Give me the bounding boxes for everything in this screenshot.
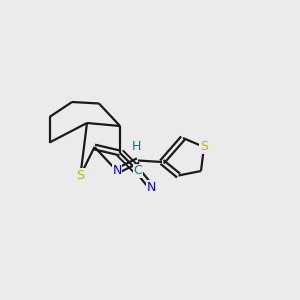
Text: S: S [200,140,208,154]
Text: H: H [132,140,141,154]
Text: N: N [147,181,156,194]
Text: C: C [134,164,142,178]
Text: N: N [112,164,122,178]
Text: S: S [76,169,84,182]
